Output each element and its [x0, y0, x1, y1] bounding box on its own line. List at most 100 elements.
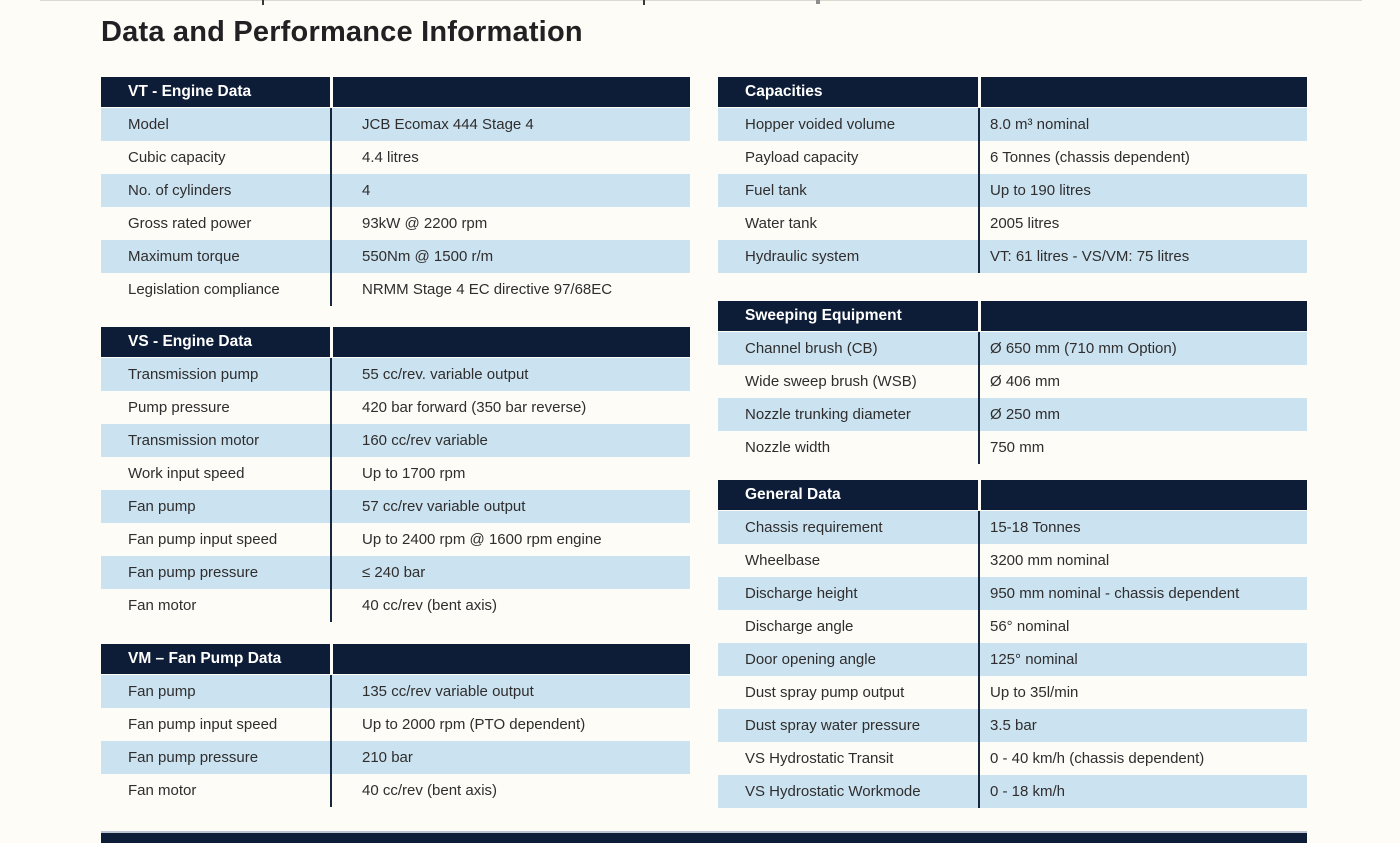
spec-label: Hopper voided volume: [745, 116, 896, 133]
table-header-title: Sweeping Equipment: [718, 301, 978, 331]
table-vs-engine-data: VS - Engine Data Transmission pump 55 cc/…: [101, 327, 690, 622]
table-vm-fan-pump-data: VM – Fan Pump Data Fan pump 135 cc/rev va…: [101, 644, 690, 807]
spec-value: 3200 mm nominal: [978, 544, 1307, 577]
cutoff-divider-tick: [262, 0, 264, 5]
spec-label: Fan pump pressure: [128, 564, 259, 581]
table-header-title: VM – Fan Pump Data: [101, 644, 330, 674]
left-table-column: VT - Engine Data Model JCB Ecomax 444 Sta…: [101, 77, 690, 807]
table-header-spacer: [981, 301, 1307, 331]
spec-row: Water tank 2005 litres: [718, 207, 1307, 240]
spec-value: 160 cc/rev variable: [330, 424, 690, 457]
spec-row: Channel brush (CB) Ø 650 mm (710 mm Optio…: [718, 332, 1307, 365]
spec-row: Legislation compliance NRMM Stage 4 EC di…: [101, 273, 690, 306]
spec-row: Chassis requirement 15-18 Tonnes: [718, 511, 1307, 544]
spec-row: Pump pressure 420 bar forward (350 bar re…: [101, 391, 690, 424]
spec-value: ≤ 240 bar: [330, 556, 690, 589]
spec-row: Hopper voided volume 8.0 m³ nominal: [718, 108, 1307, 141]
spec-label: Wheelbase: [745, 552, 821, 569]
spec-value: Up to 2400 rpm @ 1600 rpm engine: [330, 523, 690, 556]
spec-label: No. of cylinders: [128, 182, 232, 199]
spec-row: Fuel tank Up to 190 litres: [718, 174, 1307, 207]
table-header-row: VS - Engine Data: [101, 327, 690, 358]
spec-row: No. of cylinders 4: [101, 174, 690, 207]
spec-value: 8.0 m³ nominal: [978, 108, 1307, 141]
spec-value: Ø 650 mm (710 mm Option): [978, 332, 1307, 365]
spec-value: VT: 61 litres - VS/VM: 75 litres: [978, 240, 1307, 273]
spec-value: JCB Ecomax 444 Stage 4: [330, 108, 690, 141]
table-general-data: General Data Chassis requirement 15-18 To…: [718, 480, 1307, 808]
spec-label: Gross rated power: [128, 215, 252, 232]
spec-value: Up to 190 litres: [978, 174, 1307, 207]
spec-label: Channel brush (CB): [745, 340, 878, 357]
table-body: Hopper voided volume 8.0 m³ nominal Payloa…: [718, 108, 1307, 273]
table-header-title: VT - Engine Data: [101, 77, 330, 107]
cutoff-divider-tick: [643, 0, 645, 5]
spec-label: VS Hydrostatic Workmode: [745, 783, 921, 800]
spec-value: 0 - 18 km/h: [978, 775, 1307, 808]
table-header-spacer: [333, 77, 690, 107]
spec-label: Pump pressure: [128, 399, 230, 416]
table-header-title: General Data: [718, 480, 978, 510]
spec-label: Cubic capacity: [128, 149, 226, 166]
table-header-row: Sweeping Equipment: [718, 301, 1307, 332]
spec-value: 40 cc/rev (bent axis): [330, 589, 690, 622]
spec-row: VS Hydrostatic Transit 0 - 40 km/h (chass…: [718, 742, 1307, 775]
spec-label: Model: [128, 116, 169, 133]
table-body: Fan pump 135 cc/rev variable output Fan pu…: [101, 675, 690, 807]
spec-row: VS Hydrostatic Workmode 0 - 18 km/h: [718, 775, 1307, 808]
spec-label: Fan pump input speed: [128, 716, 278, 733]
spec-value: 135 cc/rev variable output: [330, 675, 690, 708]
spec-row: Fan pump pressure ≤ 240 bar: [101, 556, 690, 589]
spec-row: Transmission motor 160 cc/rev variable: [101, 424, 690, 457]
table-header-title: Capacities: [718, 77, 978, 107]
spec-label: Nozzle width: [745, 439, 831, 456]
spec-row: Model JCB Ecomax 444 Stage 4: [101, 108, 690, 141]
table-header-row: General Data: [718, 480, 1307, 511]
table-header-row: Capacities: [718, 77, 1307, 108]
spec-row: Fan pump 57 cc/rev variable output: [101, 490, 690, 523]
table-body: Chassis requirement 15-18 Tonnes Wheelbase…: [718, 511, 1307, 808]
spec-value: 4.4 litres: [330, 141, 690, 174]
spec-value: 750 mm: [978, 431, 1307, 464]
spec-value: 57 cc/rev variable output: [330, 490, 690, 523]
spec-label: Legislation compliance: [128, 281, 280, 298]
spec-label: Fan pump pressure: [128, 749, 259, 766]
spec-value: 125° nominal: [978, 643, 1307, 676]
spec-row: Wheelbase 3200 mm nominal: [718, 544, 1307, 577]
spec-label: Work input speed: [128, 465, 245, 482]
spec-value: 0 - 40 km/h (chassis dependent): [978, 742, 1307, 775]
spec-label: Transmission motor: [128, 432, 260, 449]
spec-label: Payload capacity: [745, 149, 859, 166]
table-capacities: Capacities Hopper voided volume 8.0 m³ no…: [718, 77, 1307, 273]
spec-value: 55 cc/rev. variable output: [330, 358, 690, 391]
table-header-row: VT - Engine Data: [101, 77, 690, 108]
spec-value: 3.5 bar: [978, 709, 1307, 742]
spec-value: Up to 1700 rpm: [330, 457, 690, 490]
table-body: Channel brush (CB) Ø 650 mm (710 mm Optio…: [718, 332, 1307, 464]
spec-value: 210 bar: [330, 741, 690, 774]
spec-label: Fan motor: [128, 597, 197, 614]
spec-value: NRMM Stage 4 EC directive 97/68EC: [330, 273, 690, 306]
table-header-spacer: [333, 644, 690, 674]
spec-label: Maximum torque: [128, 248, 240, 265]
spec-value: 6 Tonnes (chassis dependent): [978, 141, 1307, 174]
spec-row: Hydraulic system VT: 61 litres - VS/VM: 7…: [718, 240, 1307, 273]
spec-value: 4: [330, 174, 690, 207]
spec-row: Nozzle trunking diameter Ø 250 mm: [718, 398, 1307, 431]
table-header-spacer: [333, 327, 690, 357]
spec-value: 420 bar forward (350 bar reverse): [330, 391, 690, 424]
spec-label: Hydraulic system: [745, 248, 860, 265]
spec-value: Up to 35l/min: [978, 676, 1307, 709]
table-header-title: VS - Engine Data: [101, 327, 330, 357]
spec-label: Wide sweep brush (WSB): [745, 373, 917, 390]
spec-row: Fan pump pressure 210 bar: [101, 741, 690, 774]
spec-row: Fan pump input speed Up to 2400 rpm @ 160…: [101, 523, 690, 556]
spec-row: Fan pump input speed Up to 2000 rpm (PTO …: [101, 708, 690, 741]
page-title: Data and Performance Information: [101, 16, 583, 48]
spec-value: Ø 406 mm: [978, 365, 1307, 398]
spec-value: Up to 2000 rpm (PTO dependent): [330, 708, 690, 741]
page-footer-rule: [101, 831, 1307, 843]
spec-label: Transmission pump: [128, 366, 259, 383]
spec-row: Fan pump 135 cc/rev variable output: [101, 675, 690, 708]
table-sweeping-equipment: Sweeping Equipment Channel brush (CB) Ø 6…: [718, 301, 1307, 464]
